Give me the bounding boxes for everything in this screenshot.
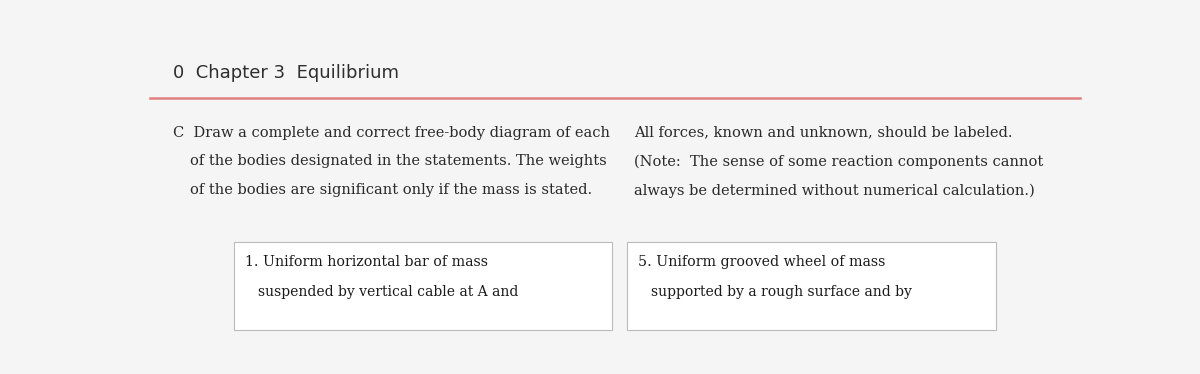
Text: 0  Chapter 3  Equilibrium: 0 Chapter 3 Equilibrium [173, 64, 400, 82]
Text: C  Draw a complete and correct free-body diagram of each: C Draw a complete and correct free-body … [173, 126, 611, 140]
Text: of the bodies are significant only if the mass is stated.: of the bodies are significant only if th… [190, 183, 592, 197]
Text: always be determined without numerical calculation.): always be determined without numerical c… [634, 183, 1034, 197]
FancyBboxPatch shape [234, 242, 612, 330]
Text: supported by a rough surface and by: supported by a rough surface and by [652, 285, 912, 299]
FancyBboxPatch shape [628, 242, 996, 330]
Text: of the bodies designated in the statements. The weights: of the bodies designated in the statemen… [190, 154, 607, 168]
Text: 1. Uniform horizontal bar of mass: 1. Uniform horizontal bar of mass [245, 255, 492, 269]
Text: 5. Uniform grooved wheel of mass: 5. Uniform grooved wheel of mass [638, 255, 890, 269]
Text: All forces, known and unknown, should be labeled.: All forces, known and unknown, should be… [634, 126, 1012, 140]
Text: suspended by vertical cable at A and: suspended by vertical cable at A and [258, 285, 518, 299]
Text: (Note:  The sense of some reaction components cannot: (Note: The sense of some reaction compon… [634, 154, 1043, 169]
